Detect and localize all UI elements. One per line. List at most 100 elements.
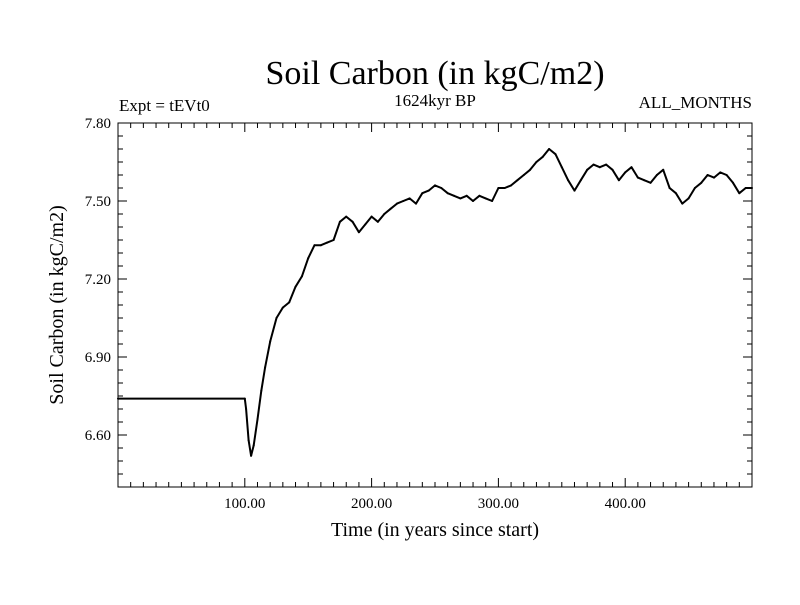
data-point bbox=[706, 174, 709, 176]
data-point bbox=[256, 418, 259, 421]
data-point bbox=[338, 220, 341, 223]
data-point bbox=[719, 171, 722, 174]
data-point bbox=[396, 202, 398, 205]
data-point bbox=[269, 340, 272, 343]
data-point bbox=[624, 171, 627, 174]
axis-ticks bbox=[118, 123, 752, 487]
period-label: 1624kyr BP bbox=[394, 91, 476, 110]
x-tick-label: 300.00 bbox=[478, 496, 519, 512]
data-point bbox=[453, 194, 455, 197]
y-axis-label: Soil Carbon (in kgC/m2) bbox=[46, 205, 68, 404]
data-point bbox=[313, 244, 316, 247]
series-layer bbox=[117, 148, 753, 457]
data-point bbox=[554, 153, 557, 156]
data-point bbox=[687, 197, 690, 200]
data-point bbox=[605, 163, 608, 166]
data-point bbox=[243, 397, 246, 400]
data-point bbox=[491, 200, 494, 202]
data-point bbox=[300, 275, 303, 278]
data-point bbox=[332, 239, 335, 241]
data-point bbox=[611, 168, 614, 171]
data-point bbox=[402, 200, 405, 202]
data-point bbox=[510, 184, 513, 187]
data-point bbox=[288, 301, 291, 304]
data-point bbox=[247, 439, 250, 442]
data-point bbox=[319, 244, 322, 247]
data-point bbox=[738, 192, 741, 195]
months-label: ALL_MONTHS bbox=[639, 93, 752, 112]
y-tick-label: 7.80 bbox=[85, 116, 111, 132]
data-point bbox=[535, 161, 538, 163]
data-point bbox=[725, 174, 728, 176]
data-point bbox=[484, 197, 487, 200]
data-point bbox=[668, 187, 671, 189]
data-point bbox=[522, 174, 525, 176]
y-tick-label: 7.50 bbox=[85, 194, 111, 210]
data-point bbox=[264, 366, 267, 369]
data-point bbox=[434, 184, 436, 187]
data-point bbox=[662, 168, 665, 171]
data-point bbox=[357, 231, 360, 234]
data-point bbox=[636, 176, 639, 179]
data-point bbox=[693, 187, 696, 189]
data-point bbox=[326, 241, 329, 244]
data-point bbox=[617, 179, 620, 182]
data-point bbox=[732, 181, 734, 184]
data-point bbox=[440, 187, 443, 189]
x-tick-label: 200.00 bbox=[351, 496, 392, 512]
data-point bbox=[408, 197, 411, 200]
data-point bbox=[713, 176, 715, 179]
experiment-label: Expt = tEVt0 bbox=[119, 96, 210, 115]
data-point bbox=[681, 202, 684, 205]
data-point bbox=[472, 200, 474, 202]
data-point bbox=[560, 166, 563, 169]
data-point bbox=[446, 192, 449, 195]
data-point bbox=[250, 454, 253, 457]
data-point bbox=[567, 179, 570, 182]
x-tick-label: 400.00 bbox=[605, 496, 646, 512]
data-point bbox=[345, 215, 348, 218]
data-point bbox=[700, 181, 703, 184]
data-point bbox=[541, 155, 544, 158]
data-point bbox=[275, 317, 278, 319]
data-point bbox=[351, 220, 354, 223]
data-point bbox=[573, 189, 576, 192]
x-tick-label: 100.00 bbox=[224, 496, 265, 512]
data-point bbox=[465, 194, 468, 197]
data-point bbox=[674, 192, 677, 195]
data-point bbox=[744, 187, 747, 189]
y-tick-label: 7.20 bbox=[85, 272, 111, 288]
x-axis-label: Time (in years since start) bbox=[331, 519, 539, 541]
data-point bbox=[548, 148, 551, 150]
data-point bbox=[529, 168, 532, 171]
y-tick-label: 6.90 bbox=[85, 350, 111, 366]
data-point bbox=[497, 187, 500, 189]
data-point bbox=[478, 194, 481, 197]
data-point bbox=[503, 187, 506, 189]
data-point bbox=[383, 213, 386, 215]
data-point bbox=[579, 179, 582, 182]
chart-title: Soil Carbon (in kgC/m2) bbox=[265, 55, 604, 92]
data-point bbox=[245, 408, 248, 410]
data-point bbox=[421, 192, 424, 195]
y-tick-label: 6.60 bbox=[85, 428, 111, 444]
plot-frame bbox=[117, 122, 753, 488]
axis-tick-labels: 100.00 200.00 300.00 400.00 6.60 6.90 7.20 7.50… bbox=[85, 116, 646, 512]
data-point bbox=[281, 306, 284, 309]
data-point bbox=[294, 285, 297, 288]
data-point bbox=[586, 168, 589, 171]
data-point bbox=[260, 389, 263, 392]
data-point bbox=[630, 166, 633, 169]
data-point bbox=[516, 179, 519, 182]
data-point bbox=[376, 220, 379, 223]
data-point bbox=[459, 197, 462, 200]
data-point bbox=[427, 189, 430, 192]
data-point bbox=[307, 257, 310, 260]
data-point bbox=[655, 174, 658, 176]
data-point bbox=[592, 163, 595, 166]
data-point bbox=[370, 215, 373, 218]
data-point bbox=[364, 223, 367, 226]
data-point bbox=[415, 202, 417, 205]
